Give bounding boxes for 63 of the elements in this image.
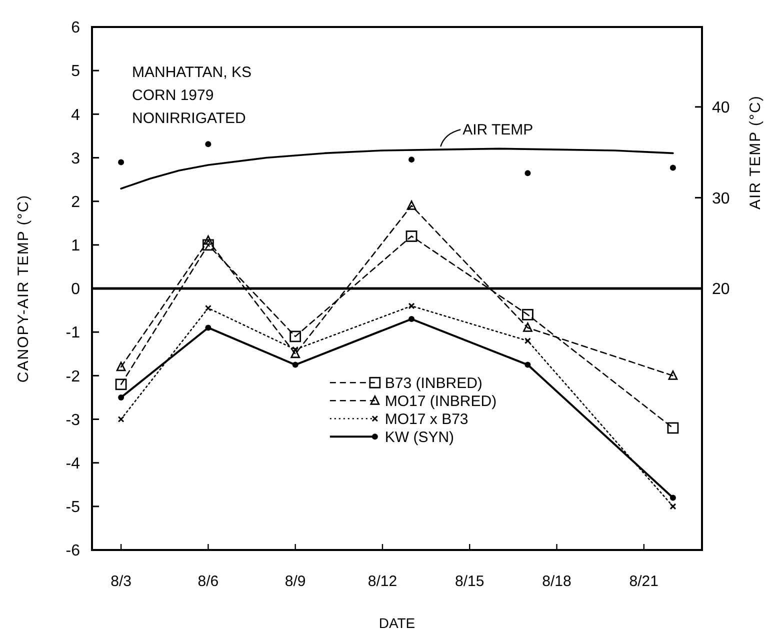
y-tick-label: -2 [66, 368, 80, 386]
y-tick-label: 3 [71, 150, 80, 168]
point [524, 338, 531, 344]
y-tick-label: -1 [66, 324, 80, 342]
point [290, 348, 300, 358]
point [290, 330, 302, 342]
x-tick-label: 8/6 [198, 573, 219, 590]
y-axis-title: CANOPY-AIR TEMP (°C) [15, 194, 32, 383]
point [205, 141, 212, 148]
legend-label: KW (SYN) [384, 428, 454, 446]
x-tick-label: 8/15 [455, 573, 484, 590]
line-series [120, 148, 674, 190]
y-tick-label: 1 [71, 238, 80, 255]
y-tick-label: -5 [66, 499, 80, 516]
point [524, 362, 531, 368]
x-tick-label: 8/12 [368, 573, 398, 590]
annotation: MANHATTAN, KS [132, 64, 252, 81]
y-tick-label: 6 [71, 20, 80, 37]
point [667, 422, 679, 434]
x-tick-label: 8/3 [110, 573, 132, 590]
point [205, 324, 212, 331]
legend-label: B73 (INBRED) [384, 374, 482, 392]
point [670, 503, 676, 510]
point [292, 362, 298, 368]
point [406, 230, 418, 242]
point [524, 170, 531, 176]
annotation: NONIRRIGATED [132, 110, 246, 127]
point [118, 394, 124, 400]
point [408, 302, 415, 310]
point [203, 235, 213, 245]
x-axis-title: DATE [378, 615, 416, 631]
y-tick-label: 0 [71, 281, 80, 298]
point [118, 416, 124, 422]
point [116, 362, 126, 372]
legend-label: MO17 (INBRED) [384, 392, 497, 410]
y2-tick-label: 30 [712, 190, 730, 208]
y-tick-label: 5 [71, 63, 80, 80]
y-tick-label: 4 [71, 106, 80, 124]
point [204, 304, 212, 312]
point [522, 308, 534, 320]
y2-tick-label: 40 [712, 100, 730, 117]
x-tick-label: 8/9 [284, 573, 306, 590]
y-tick-label: -4 [66, 455, 80, 472]
point [115, 378, 127, 390]
point [670, 164, 676, 171]
point [202, 239, 214, 251]
x-tick-label: 8/18 [542, 573, 572, 590]
y2-axis-title: AIR TEMP (°C) [747, 95, 764, 210]
point [408, 316, 415, 322]
x-tick-label: 8/21 [629, 573, 659, 590]
y-tick-label: 2 [71, 194, 80, 211]
point [118, 159, 124, 166]
point [406, 200, 416, 210]
annotation: CORN 1979 [132, 87, 214, 104]
y-tick-label: -3 [66, 412, 80, 429]
point [670, 494, 676, 501]
y-tick-label: -6 [66, 542, 80, 560]
point [668, 370, 678, 380]
point [523, 322, 532, 332]
point [408, 156, 415, 163]
legend-label: AIR TEMP [462, 122, 534, 139]
y2-tick-label: 20 [712, 281, 730, 298]
legend-label: MO17 x B73 [384, 410, 468, 428]
